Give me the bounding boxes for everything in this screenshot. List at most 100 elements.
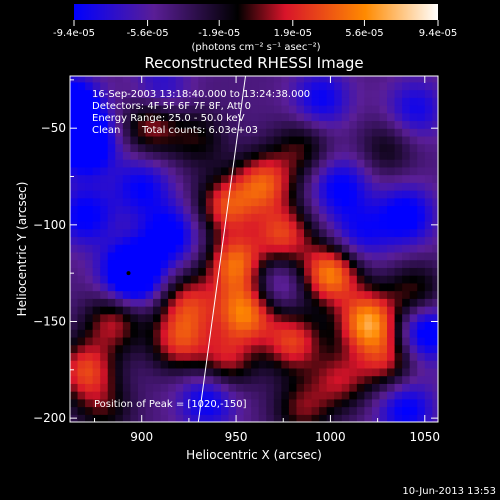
heatmap-cell [417, 190, 426, 199]
heatmap-cell [236, 97, 245, 106]
heatmap-cell [334, 220, 343, 230]
heatmap-cell [402, 275, 411, 284]
heatmap-cell [371, 275, 381, 284]
heatmap-cell [417, 367, 426, 377]
heatmap-cell [77, 282, 86, 292]
heatmap-cell [107, 244, 116, 253]
heatmap-cell [183, 120, 192, 129]
heatmap-cell [137, 329, 147, 338]
heatmap-cell [319, 336, 328, 346]
heatmap-cell [213, 182, 222, 191]
heatmap-cell [168, 414, 177, 422]
heatmap-cell [198, 360, 207, 369]
heatmap-cell [190, 174, 199, 183]
heatmap-cell [349, 375, 358, 384]
heatmap-cell [387, 336, 396, 346]
heatmap-cell [387, 97, 396, 106]
heatmap-cell [371, 89, 381, 98]
heatmap-cell [251, 228, 260, 238]
heatmap-cell [115, 228, 124, 238]
heatmap-cell [349, 205, 358, 214]
heatmap-cell [175, 367, 184, 377]
heatmap-cell [319, 391, 328, 400]
heatmap-cell [341, 352, 350, 361]
heatmap-cell [85, 205, 94, 214]
heatmap-cell [424, 174, 433, 183]
heatmap-cell [387, 128, 396, 137]
heatmap-cell [130, 213, 139, 222]
heatmap-cell [100, 236, 109, 245]
heatmap-cell [364, 135, 373, 145]
heatmap-cell [251, 251, 260, 261]
heatmap-cell [213, 76, 222, 83]
heatmap-cell [417, 336, 426, 346]
heatmap-cell [213, 414, 222, 422]
heatmap-cell [228, 336, 237, 346]
heatmap-cell [409, 120, 418, 129]
heatmap-cell [213, 329, 222, 338]
heatmap-cell [115, 306, 124, 315]
heatmap-cell [266, 166, 275, 176]
heatmap-cell [137, 321, 147, 330]
heatmap-cell [168, 159, 177, 168]
heatmap-cell [409, 174, 418, 183]
heatmap-cell [432, 360, 438, 369]
heatmap-cell [288, 228, 298, 238]
heatmap-cell [145, 391, 154, 400]
heatmap-cell [85, 352, 94, 361]
heatmap-cell [273, 220, 282, 230]
heatmap-cell [334, 166, 343, 176]
heatmap-cell [371, 174, 381, 183]
heatmap-cell [258, 398, 267, 408]
heatmap-cell [145, 159, 154, 168]
heatmap-cell [371, 321, 381, 330]
heatmap-cell [334, 120, 343, 129]
heatmap-cell [266, 406, 275, 415]
heatmap-cell [130, 290, 139, 299]
heatmap-cell [70, 398, 79, 408]
heatmap-cell [115, 166, 124, 176]
heatmap-cell [77, 298, 86, 307]
heatmap-cell [258, 220, 267, 230]
heatmap-cell [175, 290, 184, 299]
heatmap-cell [288, 174, 298, 183]
heatmap-cell [70, 97, 79, 106]
heatmap-cell [281, 391, 290, 400]
heatmap-cell [153, 414, 162, 422]
heatmap-cell [349, 151, 358, 160]
heatmap-cell [424, 306, 433, 315]
heatmap-cell [356, 290, 365, 299]
heatmap-cell [258, 159, 267, 168]
heatmap-cell [402, 391, 411, 400]
heatmap-cell [364, 104, 373, 114]
heatmap-cell [394, 104, 403, 114]
heatmap-cell [402, 336, 411, 346]
heatmap-cell [168, 89, 177, 98]
heatmap-cell [175, 182, 184, 191]
heatmap-cell [258, 135, 267, 145]
heatmap-cell [371, 236, 381, 245]
heatmap-cell [349, 190, 358, 199]
heatmap-cell [85, 159, 94, 168]
heatmap-cell [311, 329, 320, 338]
heatmap-cell [100, 190, 109, 199]
heatmap-cell [100, 313, 109, 323]
heatmap-cell [137, 259, 147, 268]
heatmap-cell [85, 151, 94, 160]
heatmap-cell [183, 104, 192, 114]
heatmap-cell [311, 135, 320, 145]
heatmap-cell [168, 244, 177, 253]
heatmap-cell [122, 406, 131, 415]
heatmap-cell [266, 89, 275, 98]
heatmap-cell [205, 104, 215, 114]
heatmap-cell [122, 228, 131, 238]
heatmap-cell [100, 76, 109, 83]
heatmap-cell [168, 190, 177, 199]
heatmap-cell [107, 197, 116, 207]
heatmap-cell [319, 236, 328, 245]
heatmap-cell [190, 290, 199, 299]
heatmap-cell [92, 236, 101, 245]
heatmap-cell [379, 76, 388, 83]
heatmap-cell [100, 352, 109, 361]
heatmap-cell [145, 383, 154, 392]
